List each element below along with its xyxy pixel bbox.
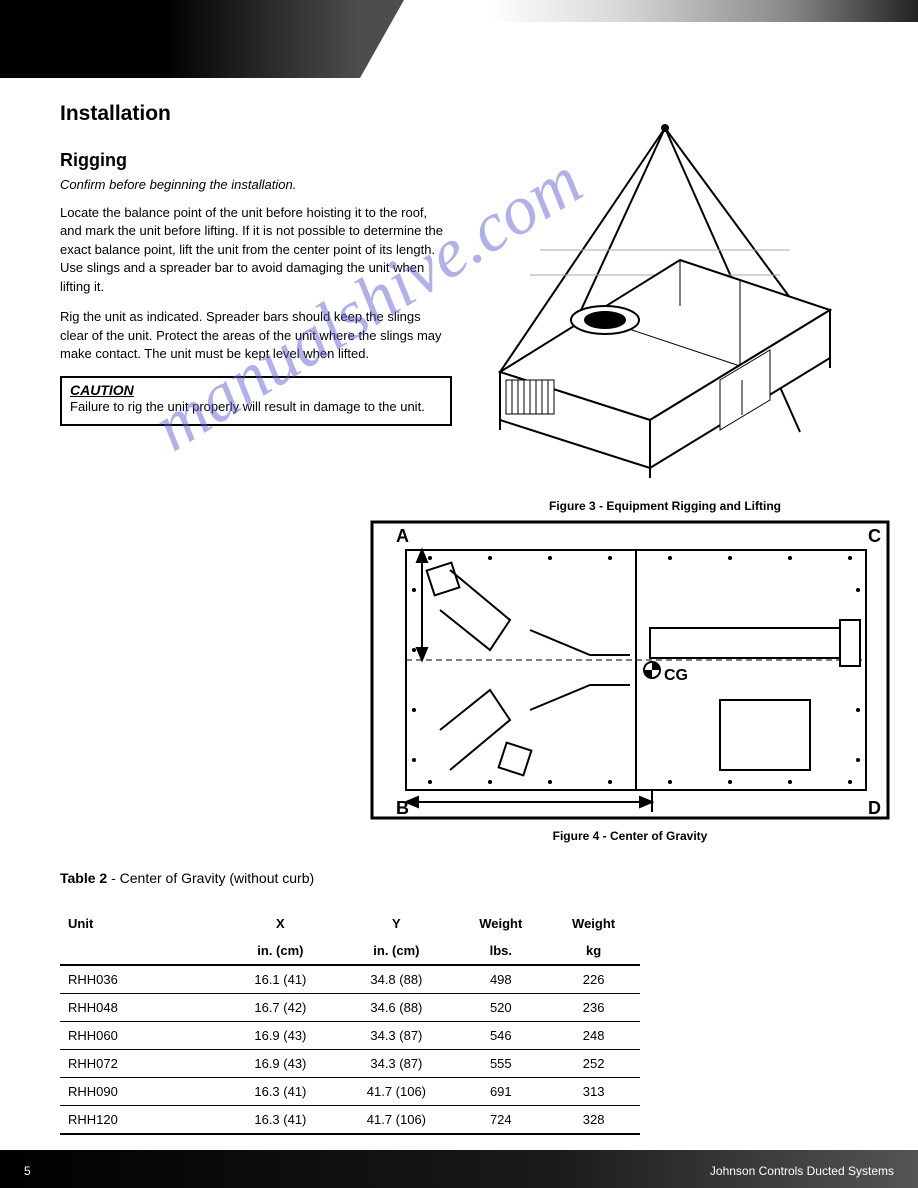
th-sub-1: in. (cm) xyxy=(222,937,338,965)
cell: 16.1 (41) xyxy=(222,965,338,994)
left-column: Rigging Confirm before beginning the ins… xyxy=(60,150,452,440)
cell: 41.7 (106) xyxy=(338,1106,454,1135)
cell: RHH120 xyxy=(60,1106,222,1135)
table-row: RHH120 16.3 (41) 41.7 (106) 724 328 xyxy=(60,1106,640,1135)
corner-A: A xyxy=(396,526,409,546)
cell: 34.8 (88) xyxy=(338,965,454,994)
th-sub-0 xyxy=(60,937,222,965)
corner-B: B xyxy=(396,798,409,818)
cell: 252 xyxy=(547,1050,640,1078)
cell: RHH060 xyxy=(60,1022,222,1050)
cell: 236 xyxy=(547,994,640,1022)
cg-table: Unit X Y Weight Weight in. (cm) in. (cm)… xyxy=(60,910,640,1135)
cell: 555 xyxy=(454,1050,547,1078)
cell: 248 xyxy=(547,1022,640,1050)
body-para-1: Locate the balance point of the unit bef… xyxy=(60,204,452,296)
page: Installation Rigging Confirm before begi… xyxy=(0,0,918,1188)
cell: 520 xyxy=(454,994,547,1022)
subheading: Rigging xyxy=(60,150,452,171)
cg-label: CG xyxy=(664,667,688,684)
top-banner xyxy=(0,0,918,78)
corner-C: C xyxy=(868,526,881,546)
cg-table-body: RHH036 16.1 (41) 34.8 (88) 498 226 RHH04… xyxy=(60,965,640,1134)
footer-bar: 5 Johnson Controls Ducted Systems xyxy=(0,1150,918,1188)
cell: RHH036 xyxy=(60,965,222,994)
cell: 226 xyxy=(547,965,640,994)
cell: 313 xyxy=(547,1078,640,1106)
cg-marker-icon xyxy=(644,662,660,678)
caution-text: Failure to rig the unit properly will re… xyxy=(70,398,442,416)
confirm-note: Confirm before beginning the installatio… xyxy=(60,177,452,192)
cell: 16.9 (43) xyxy=(222,1022,338,1050)
page-number: 5 xyxy=(24,1164,31,1178)
figure1-caption: Figure 3 - Equipment Rigging and Lifting xyxy=(480,499,850,513)
cell: 34.3 (87) xyxy=(338,1022,454,1050)
th-y: Y xyxy=(338,910,454,937)
cg-table-header-row-1: Unit X Y Weight Weight xyxy=(60,910,640,937)
cell: RHH048 xyxy=(60,994,222,1022)
table-row: RHH036 16.1 (41) 34.8 (88) 498 226 xyxy=(60,965,640,994)
cell: 724 xyxy=(454,1106,547,1135)
cell: 41.7 (106) xyxy=(338,1078,454,1106)
figure-cg: CG A C B D Figure 4 - Center of Gravity xyxy=(370,520,890,843)
th-sub-3: lbs. xyxy=(454,937,547,965)
cg-table-header-row-2: in. (cm) in. (cm) lbs. kg xyxy=(60,937,640,965)
cell: RHH072 xyxy=(60,1050,222,1078)
cell: 546 xyxy=(454,1022,547,1050)
th-wlbs: Weight xyxy=(454,910,547,937)
cell: 691 xyxy=(454,1078,547,1106)
banner-dark-triangle xyxy=(360,0,404,78)
cell: RHH090 xyxy=(60,1078,222,1106)
cell: 16.3 (41) xyxy=(222,1078,338,1106)
cell: 34.3 (87) xyxy=(338,1050,454,1078)
banner-fade xyxy=(488,0,918,22)
cell: 16.7 (42) xyxy=(222,994,338,1022)
table-caption: Table 2 - Center of Gravity (without cur… xyxy=(60,870,314,886)
th-sub-2: in. (cm) xyxy=(338,937,454,965)
table-title: - Center of Gravity (without curb) xyxy=(107,870,314,886)
body-para-2: Rig the unit as indicated. Spreader bars… xyxy=(60,308,452,363)
cell: 498 xyxy=(454,965,547,994)
cg-table-head: Unit X Y Weight Weight in. (cm) in. (cm)… xyxy=(60,910,640,965)
cell: 34.6 (88) xyxy=(338,994,454,1022)
table-row: RHH072 16.9 (43) 34.3 (87) 555 252 xyxy=(60,1050,640,1078)
table-row: RHH048 16.7 (42) 34.6 (88) 520 236 xyxy=(60,994,640,1022)
th-wkg: Weight xyxy=(547,910,640,937)
table-number: Table 2 xyxy=(60,870,107,886)
section-heading: Installation xyxy=(60,102,171,126)
th-unit: Unit xyxy=(60,910,222,937)
cg-svg: CG A C B D xyxy=(370,520,890,820)
rigging-svg xyxy=(480,120,850,490)
footer-brand: Johnson Controls Ducted Systems xyxy=(710,1164,894,1178)
cell: 328 xyxy=(547,1106,640,1135)
th-x: X xyxy=(222,910,338,937)
figure-rigging: Figure 3 - Equipment Rigging and Lifting xyxy=(480,120,850,513)
caution-title: CAUTION xyxy=(70,382,442,398)
corner-D: D xyxy=(868,798,881,818)
th-sub-4: kg xyxy=(547,937,640,965)
figure2-caption: Figure 4 - Center of Gravity xyxy=(370,829,890,843)
cell: 16.3 (41) xyxy=(222,1106,338,1135)
banner-dark-bar xyxy=(0,0,360,78)
caution-box: CAUTION Failure to rig the unit properly… xyxy=(60,376,452,426)
table-row: RHH090 16.3 (41) 41.7 (106) 691 313 xyxy=(60,1078,640,1106)
table-row: RHH060 16.9 (43) 34.3 (87) 546 248 xyxy=(60,1022,640,1050)
cell: 16.9 (43) xyxy=(222,1050,338,1078)
